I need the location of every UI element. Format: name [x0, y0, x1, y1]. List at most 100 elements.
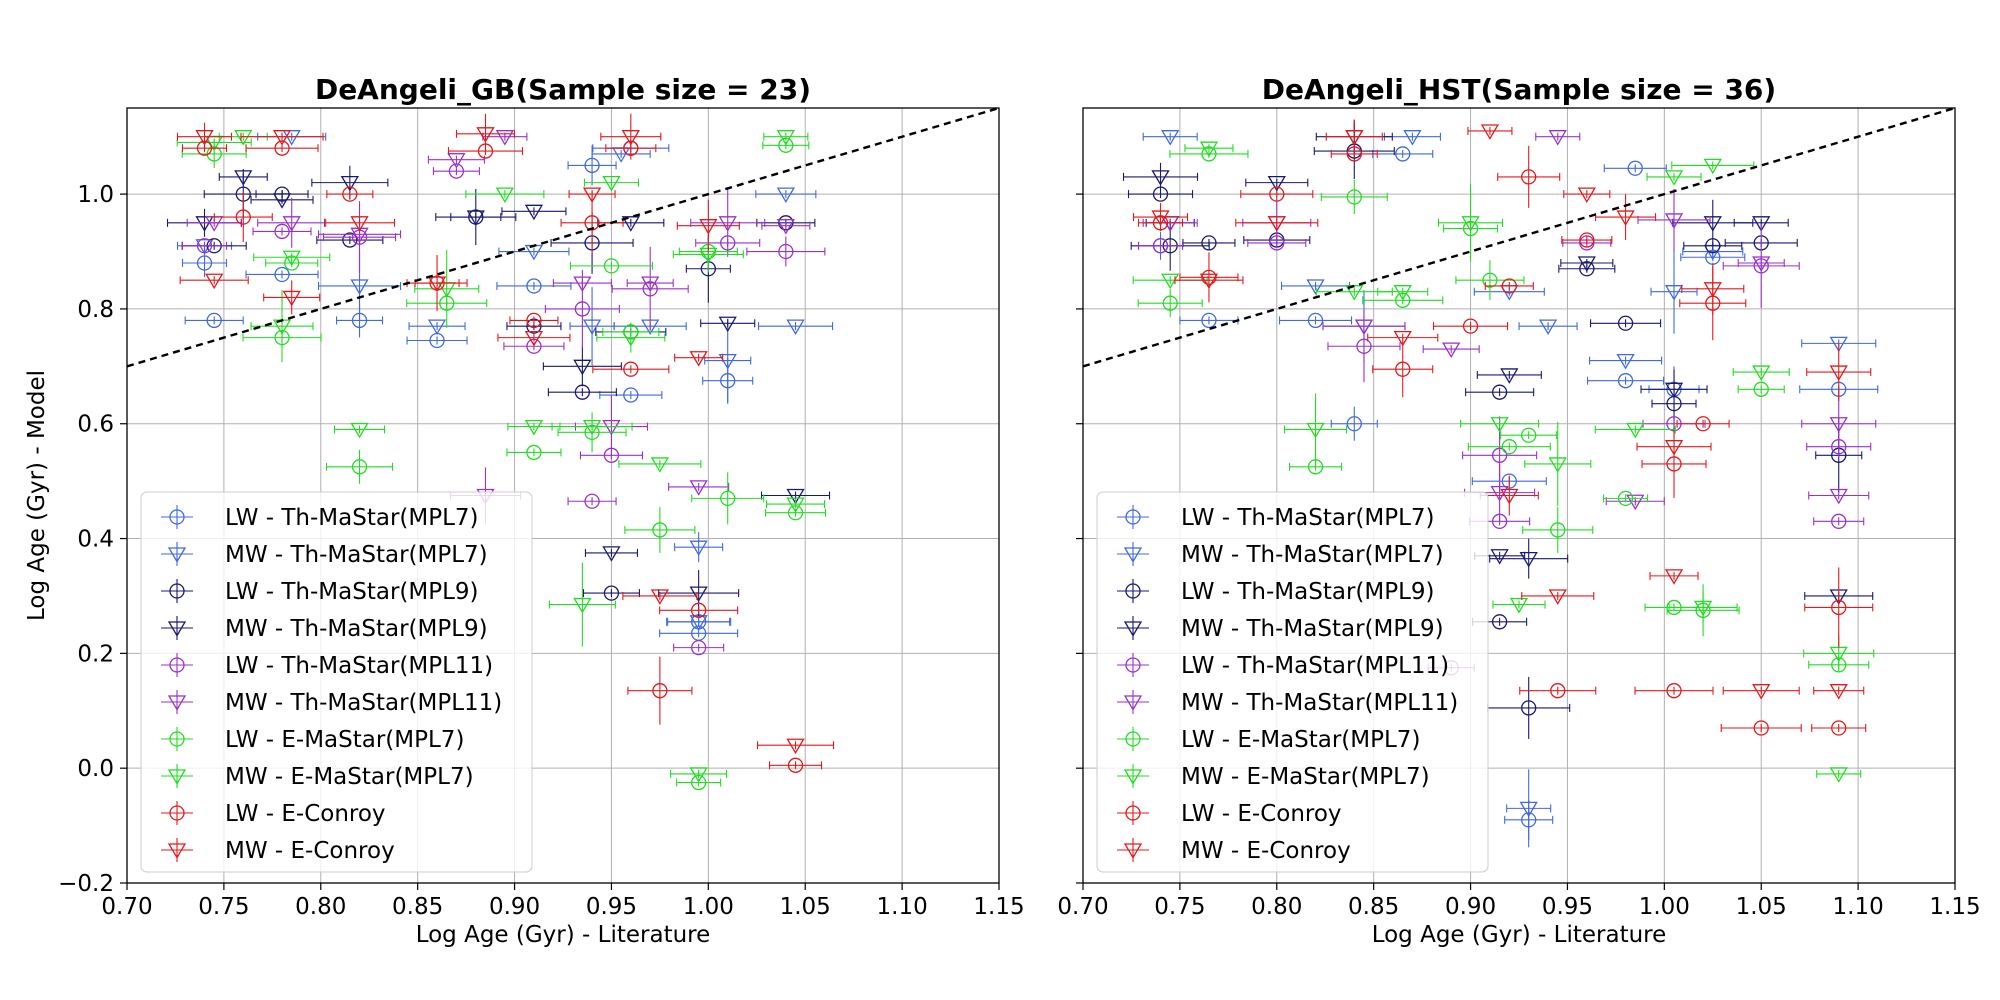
data-point-lw-e-conroy — [526, 312, 542, 329]
data-point-mw-th-mastar-mpl7 — [1403, 130, 1422, 146]
data-point-mw-e-mastar-mpl7 — [602, 175, 621, 192]
data-point-mw-th-mastar-mpl9 — [621, 216, 640, 232]
data-point-mw-e-conroy — [1752, 684, 1771, 700]
data-point-mw-th-mastar-mpl9 — [786, 488, 805, 505]
data-point-mw-e-mastar-mpl7 — [1548, 457, 1567, 473]
data-point-lw-e-mastar-mpl7 — [526, 444, 542, 461]
legend-label: MW - Th-MaStar(MPL11) — [225, 690, 502, 716]
data-point-lw-e-conroy — [1501, 278, 1517, 294]
y-tick-label: 0.8 — [77, 297, 114, 323]
data-point-mw-th-mastar-mpl9 — [272, 193, 292, 209]
data-point-mw-th-mastar-mpl7 — [350, 279, 369, 295]
data-point-lw-th-mastar-mpl11 — [448, 163, 465, 179]
x-tick-label: 1.05 — [780, 894, 831, 920]
legend-marker — [1123, 621, 1143, 637]
legend-item: MW - Th-MaStar(MPL7) — [161, 542, 488, 568]
legend-item: LW - Th-MaStar(MPL7) — [161, 505, 479, 531]
x-tick-label: 1.05 — [1736, 894, 1787, 920]
data-point-mw-th-mastar-mpl9 — [1490, 549, 1509, 565]
panel-deangeli-gb: 0.70 0.75 0.80 0.85 0.90 0.95 1.00 1.05 1.10 1.15… — [24, 73, 1025, 948]
legend-label: MW - Th-MaStar(MPL7) — [225, 542, 488, 568]
data-point-mw-e-conroy — [1829, 684, 1848, 700]
data-point-lw-e-conroy — [1395, 361, 1411, 377]
legend-item: LW - Th-MaStar(MPL7) — [1117, 505, 1435, 531]
data-point-mw-e-conroy — [699, 219, 718, 235]
data-point-lw-th-mastar-mpl11 — [1831, 513, 1847, 529]
data-point-mw-e-mastar-mpl7 — [573, 597, 592, 614]
data-point-mw-th-mastar-mpl7 — [195, 239, 214, 255]
legend-marker — [167, 621, 187, 637]
x-axis-label: Log Age (Gyr) - Literature — [416, 922, 711, 948]
data-point-mw-e-mastar-mpl7 — [1752, 365, 1771, 381]
data-point-lw-e-mastar-mpl7 — [206, 146, 222, 162]
data-point-lw-th-mastar-mpl9 — [603, 585, 620, 601]
data-point-mw-th-mastar-mpl7 — [582, 319, 602, 336]
data-point-mw-th-mastar-mpl9 — [195, 216, 214, 232]
data-point-mw-e-conroy — [650, 589, 670, 605]
series-lw-e-conroy — [1137, 145, 1874, 736]
data-point-lw-e-conroy — [1579, 232, 1595, 248]
x-tick-label: 0.70 — [101, 894, 152, 920]
data-point-mw-e-conroy — [1548, 589, 1567, 605]
legend-label: MW - Th-MaStar(MPL9) — [1181, 616, 1444, 642]
legend-item: LW - Th-MaStar(MPL11) — [161, 653, 493, 679]
legend-marker — [167, 769, 187, 785]
data-point-lw-th-mastar-mpl7 — [1307, 312, 1324, 329]
y-tick-label: −0.2 — [58, 871, 114, 897]
data-point-mw-e-mastar-mpl7 — [1199, 141, 1219, 158]
legend-item: LW - E-MaStar(MPL7) — [161, 727, 464, 753]
data-point-mw-th-mastar-mpl7 — [776, 187, 795, 203]
x-axis: 0.70 0.75 0.80 0.85 0.90 0.95 1.00 1.05 1.10 1.15… — [1057, 883, 1981, 948]
legend-label: MW - E-Conroy — [225, 838, 395, 864]
legend-item: MW - Th-MaStar(MPL11) — [1117, 690, 1458, 716]
data-point-mw-th-mastar-mpl11 — [1442, 342, 1461, 358]
series-mw-e-mastar-mpl7 — [1132, 141, 1875, 783]
legend-box — [1096, 491, 1489, 873]
x-tick-label: 0.85 — [392, 894, 443, 920]
series-mw-th-mastar-mpl11 — [186, 130, 811, 524]
data-point-lw-th-mastar-mpl9 — [1491, 384, 1508, 400]
data-point-lw-e-conroy — [690, 602, 707, 618]
legend-label: MW - E-MaStar(MPL7) — [1181, 764, 1430, 790]
data-point-lw-e-conroy — [342, 186, 358, 202]
data-point-lw-e-mastar-mpl7 — [1521, 427, 1537, 443]
y-tick-label: 0.0 — [77, 756, 114, 782]
data-point-lw-th-mastar-mpl7 — [1395, 146, 1411, 162]
data-point-mw-th-mastar-mpl9 — [1151, 170, 1170, 186]
y-tick-label: 1.0 — [77, 182, 114, 208]
data-point-mw-e-mastar-mpl7 — [1703, 158, 1722, 175]
data-point-mw-th-mastar-mpl11 — [1664, 213, 1684, 229]
data-point-lw-e-conroy — [1666, 456, 1682, 472]
x-tick-label: 0.80 — [295, 894, 346, 920]
data-point-lw-th-mastar-mpl7 — [1627, 160, 1643, 176]
data-point-mw-th-mastar-mpl11 — [495, 130, 515, 146]
data-point-mw-th-mastar-mpl7 — [1829, 336, 1848, 353]
data-point-mw-th-mastar-mpl11 — [602, 419, 621, 436]
legend-marker — [1123, 843, 1143, 859]
legend-item: MW - E-MaStar(MPL7) — [1117, 764, 1430, 790]
data-point-lw-e-conroy — [235, 209, 251, 225]
data-point-lw-e-conroy — [1831, 720, 1847, 736]
legend-item: MW - E-Conroy — [1117, 838, 1351, 864]
data-point-mw-th-mastar-mpl7 — [1538, 319, 1558, 336]
data-point-lw-th-mastar-mpl7 — [584, 157, 600, 174]
legend-marker — [1125, 805, 1141, 821]
y-tick-label: 0.4 — [77, 527, 114, 553]
data-point-lw-e-mastar-mpl7 — [652, 522, 668, 538]
data-point-mw-e-conroy — [582, 187, 602, 203]
data-point-mw-e-mastar-mpl7 — [621, 330, 640, 347]
legend-item: LW - E-Conroy — [1117, 801, 1342, 827]
data-point-lw-th-mastar-mpl7 — [196, 255, 213, 271]
data-point-mw-th-mastar-mpl9 — [1577, 256, 1596, 272]
legend-item: MW - Th-MaStar(MPL9) — [1117, 616, 1444, 642]
data-point-lw-th-mastar-mpl9 — [1617, 315, 1634, 331]
data-point-mw-e-conroy — [621, 130, 640, 146]
data-point-mw-th-mastar-mpl7 — [282, 130, 301, 146]
data-point-lw-e-conroy — [623, 361, 639, 377]
data-point-lw-th-mastar-mpl11 — [574, 301, 591, 317]
data-point-lw-th-mastar-mpl7 — [526, 278, 542, 294]
legend-marker — [1123, 547, 1143, 563]
data-point-lw-e-conroy — [1521, 169, 1537, 185]
data-point-mw-e-conroy — [195, 130, 214, 146]
